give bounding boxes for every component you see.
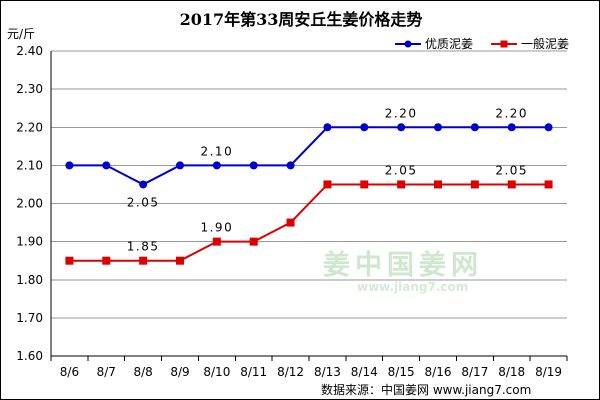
watermark-url: www.jiang7.com [357,280,469,294]
data-point-1 [139,180,148,189]
data-point-1 [470,123,479,132]
data-point-1 [434,123,442,132]
data-point-1 [360,123,369,132]
chart-title: 2017年第33周安丘生姜价格走势 [179,10,423,29]
legend-circle-icon [394,40,421,47]
chart-legend: 优质泥姜 一般泥姜 [394,35,569,52]
data-point-1 [102,161,111,170]
y-tick-label: 1.60 [16,349,43,363]
watermark: 姜中国姜网 www.jiang7.com [323,243,483,294]
data-point-1 [176,161,184,170]
watermark-logo-glyph: 姜 [323,250,355,281]
data-label-2: 2.05 [495,163,528,177]
data-point-2 [176,256,184,265]
y-tick-label: 1.70 [16,311,43,325]
data-point-2 [360,180,369,189]
watermark-name: 姜中国姜网 [323,243,483,282]
x-tick-label: 8/15 [388,365,415,379]
x-tick-label: 8/16 [425,365,452,379]
x-tick-label: 8/11 [240,365,267,379]
data-point-1 [397,123,406,132]
data-point-2 [286,218,295,227]
data-label-1: 2.10 [200,144,233,158]
data-label-1: 2.05 [127,195,160,209]
x-tick-label: 8/6 [60,365,79,379]
legend-item-series-1: 优质泥姜 [394,35,473,52]
data-point-1 [65,161,74,170]
x-tick-label: 8/18 [498,365,525,379]
legend-item-series-2: 一般泥姜 [490,35,569,52]
y-tick-label: 2.00 [16,197,43,211]
legend-label-series-2: 一般泥姜 [520,37,569,51]
y-tick-label: 1.90 [16,235,43,249]
data-point-2 [212,237,221,246]
series-line-1 [69,126,549,186]
data-point-2 [544,180,553,189]
data-label-2: 1.85 [127,240,160,254]
data-label-2: 1.90 [200,221,233,235]
data-point-2 [65,256,74,265]
data-point-1 [507,123,516,132]
x-tick-label: 8/8 [133,365,152,379]
data-point-2 [102,256,111,265]
x-tick-label: 8/13 [314,365,341,379]
data-point-1 [323,123,332,132]
data-point-1 [249,161,258,170]
x-tick-label: 8/19 [535,365,562,379]
y-tick-label: 2.40 [16,44,43,58]
y-tick-label: 2.20 [16,120,43,134]
data-point-2 [249,237,258,246]
data-point-1 [212,161,221,170]
data-point-1 [286,161,295,170]
y-tick-label: 1.80 [16,273,43,287]
watermark-title: 中国姜网 [355,250,483,281]
y-axis-unit: 元/斤 [7,27,36,41]
legend-square-icon [490,40,517,47]
legend-label-series-1: 优质泥姜 [424,37,473,51]
data-point-2 [434,180,442,189]
x-tick-label: 8/14 [351,365,378,379]
data-point-2 [507,180,516,189]
data-point-1 [544,123,553,132]
data-label-1: 2.20 [385,106,418,120]
x-tick-label: 8/12 [277,365,304,379]
data-point-2 [139,256,148,265]
series-line-2 [69,183,549,262]
data-point-2 [470,180,479,189]
data-point-2 [397,180,406,189]
data-label-2: 2.05 [385,163,418,177]
data-point-2 [323,180,332,189]
y-tick-label: 2.10 [16,158,43,172]
data-label-1: 2.20 [495,106,528,120]
x-tick-label: 8/17 [461,365,488,379]
y-tick-label: 2.30 [16,82,43,96]
x-tick-label: 8/10 [203,365,230,379]
x-tick-label: 8/7 [97,365,116,379]
x-tick-label: 8/9 [170,365,189,379]
data-source: 数据来源：中国姜网 www.jiang7.com [321,383,532,397]
